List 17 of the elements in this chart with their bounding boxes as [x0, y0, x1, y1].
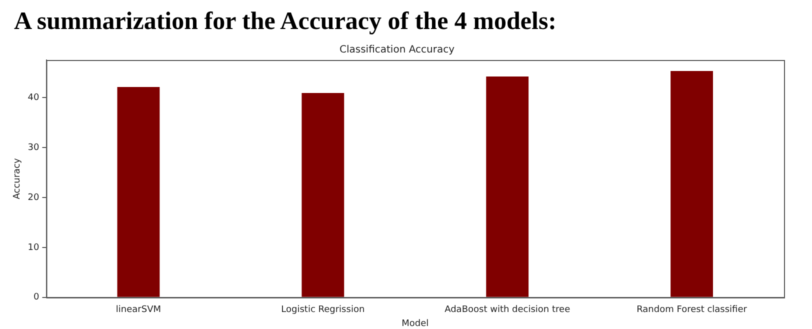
chart-title: A summarization for the Accuracy of the 4 models: — [14, 7, 558, 37]
bar — [117, 86, 160, 297]
chart-subtitle: Classification Accuracy — [340, 44, 455, 56]
x-tick-label: linearSVM — [116, 305, 162, 316]
y-tick-label: 0 — [34, 292, 40, 303]
bar — [302, 92, 344, 297]
x-tick-label: AdaBoost with decision tree — [444, 305, 571, 316]
bar — [670, 70, 713, 297]
y-tick-label: 10 — [28, 242, 40, 253]
y-axis-title: Accuracy — [12, 157, 23, 200]
y-tick-label: 20 — [28, 192, 40, 203]
x-axis-title: Model — [402, 318, 429, 329]
bar — [486, 76, 529, 297]
x-tick-label: Logistic Regrission — [281, 305, 365, 316]
y-tick-label: 30 — [28, 142, 40, 153]
x-tick-label: Random Forest classifier — [636, 305, 748, 316]
y-tick-label: 40 — [28, 92, 40, 103]
